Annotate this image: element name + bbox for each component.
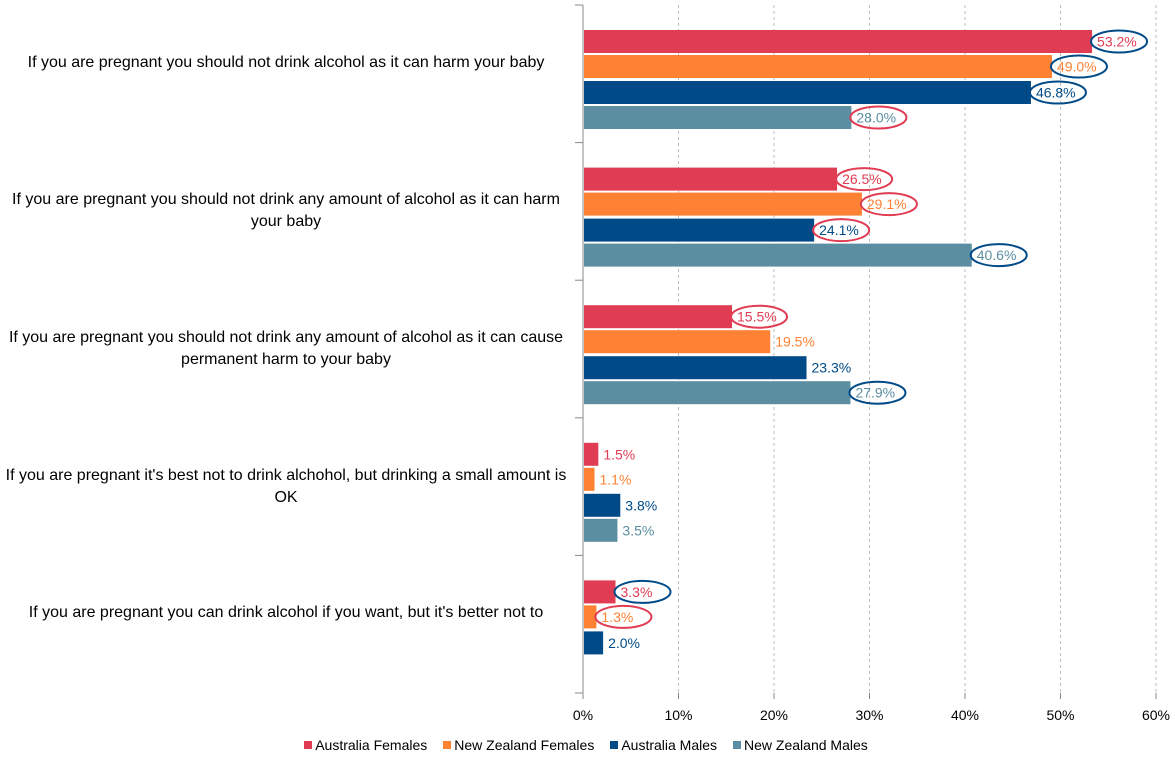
data-label: 3.5% — [622, 522, 654, 538]
legend-label: Australia Females — [315, 737, 428, 753]
chart-legend: Australia Females New Zealand Females Aust… — [0, 737, 1172, 753]
bar — [584, 106, 852, 129]
bar — [584, 467, 595, 491]
data-label: 3.8% — [625, 497, 657, 513]
label-highlight-circle — [849, 105, 908, 130]
data-label: 24.1% — [819, 222, 859, 238]
data-label: 53.2% — [1097, 34, 1137, 50]
bar — [584, 580, 616, 604]
label-highlight-circle — [812, 218, 871, 243]
data-label: 46.8% — [1036, 85, 1076, 101]
data-label: 40.6% — [977, 247, 1017, 263]
legend-item: New Zealand Females — [443, 737, 594, 753]
bar — [584, 631, 604, 655]
bar — [584, 192, 862, 216]
data-label: 29.1% — [867, 196, 907, 212]
label-highlight-circle — [848, 380, 907, 405]
category-label: If you are pregnant you can drink alcoho… — [28, 604, 544, 622]
x-tick-label: 50% — [1046, 707, 1074, 723]
x-tick-label: 40% — [951, 707, 979, 723]
bar — [584, 243, 972, 267]
data-label: 23.3% — [812, 360, 852, 376]
data-label: 2.0% — [608, 635, 640, 651]
label-highlight-circle — [859, 192, 918, 217]
bar — [584, 442, 599, 466]
bar — [584, 30, 1093, 53]
label-highlight-circle — [1090, 29, 1149, 54]
data-label: 1.1% — [600, 471, 632, 487]
label-highlight-circle — [835, 167, 894, 192]
data-label: 3.3% — [621, 584, 653, 600]
category-label: If you are pregnant you should not drink… — [12, 191, 560, 231]
data-label: 49.0% — [1057, 59, 1097, 75]
bar — [584, 518, 618, 542]
bar — [584, 381, 851, 405]
data-label: 15.5% — [737, 309, 777, 325]
data-label: 28.0% — [856, 110, 896, 126]
data-label: 26.5% — [842, 171, 882, 187]
bar — [584, 305, 733, 329]
data-label: 1.5% — [603, 446, 635, 462]
bar — [584, 81, 1031, 104]
label-highlight-circle — [969, 243, 1028, 268]
label-highlight-circle — [730, 304, 789, 329]
category-label: If you are pregnant you should not drink… — [27, 53, 545, 71]
bar — [584, 605, 597, 629]
data-label: 19.5% — [775, 334, 815, 350]
x-tick-label: 60% — [1142, 707, 1170, 723]
x-tick-label: 0% — [573, 707, 593, 723]
legend-label: Australia Males — [621, 737, 718, 753]
legend-swatch — [304, 741, 313, 749]
legend-label: New Zealand Males — [744, 737, 868, 753]
bar — [584, 218, 815, 242]
legend-swatch — [443, 741, 452, 749]
legend-swatch — [610, 741, 619, 749]
bar — [584, 356, 807, 380]
label-highlight-circle — [1049, 54, 1108, 79]
x-tick-label: 30% — [855, 707, 883, 723]
x-tick-label: 20% — [760, 707, 788, 723]
label-highlight-circle — [613, 579, 672, 604]
legend-label: New Zealand Females — [454, 737, 595, 753]
label-highlight-circle — [1028, 80, 1087, 105]
category-label: If you are pregnant you should not drink… — [8, 329, 564, 368]
x-tick-label: 10% — [664, 707, 692, 723]
legend-item: New Zealand Males — [733, 737, 868, 753]
category-label: If you are pregnant it's best not to dri… — [5, 466, 567, 506]
label-highlight-circle — [594, 604, 653, 629]
legend-item: Australia Females — [304, 737, 427, 753]
bar — [584, 167, 838, 191]
legend-item: Australia Males — [610, 737, 717, 753]
bar — [584, 55, 1052, 78]
bar — [584, 493, 621, 517]
bar — [584, 330, 771, 354]
data-label: 27.9% — [855, 385, 895, 401]
data-label: 1.3% — [601, 609, 633, 625]
legend-swatch — [733, 741, 742, 749]
